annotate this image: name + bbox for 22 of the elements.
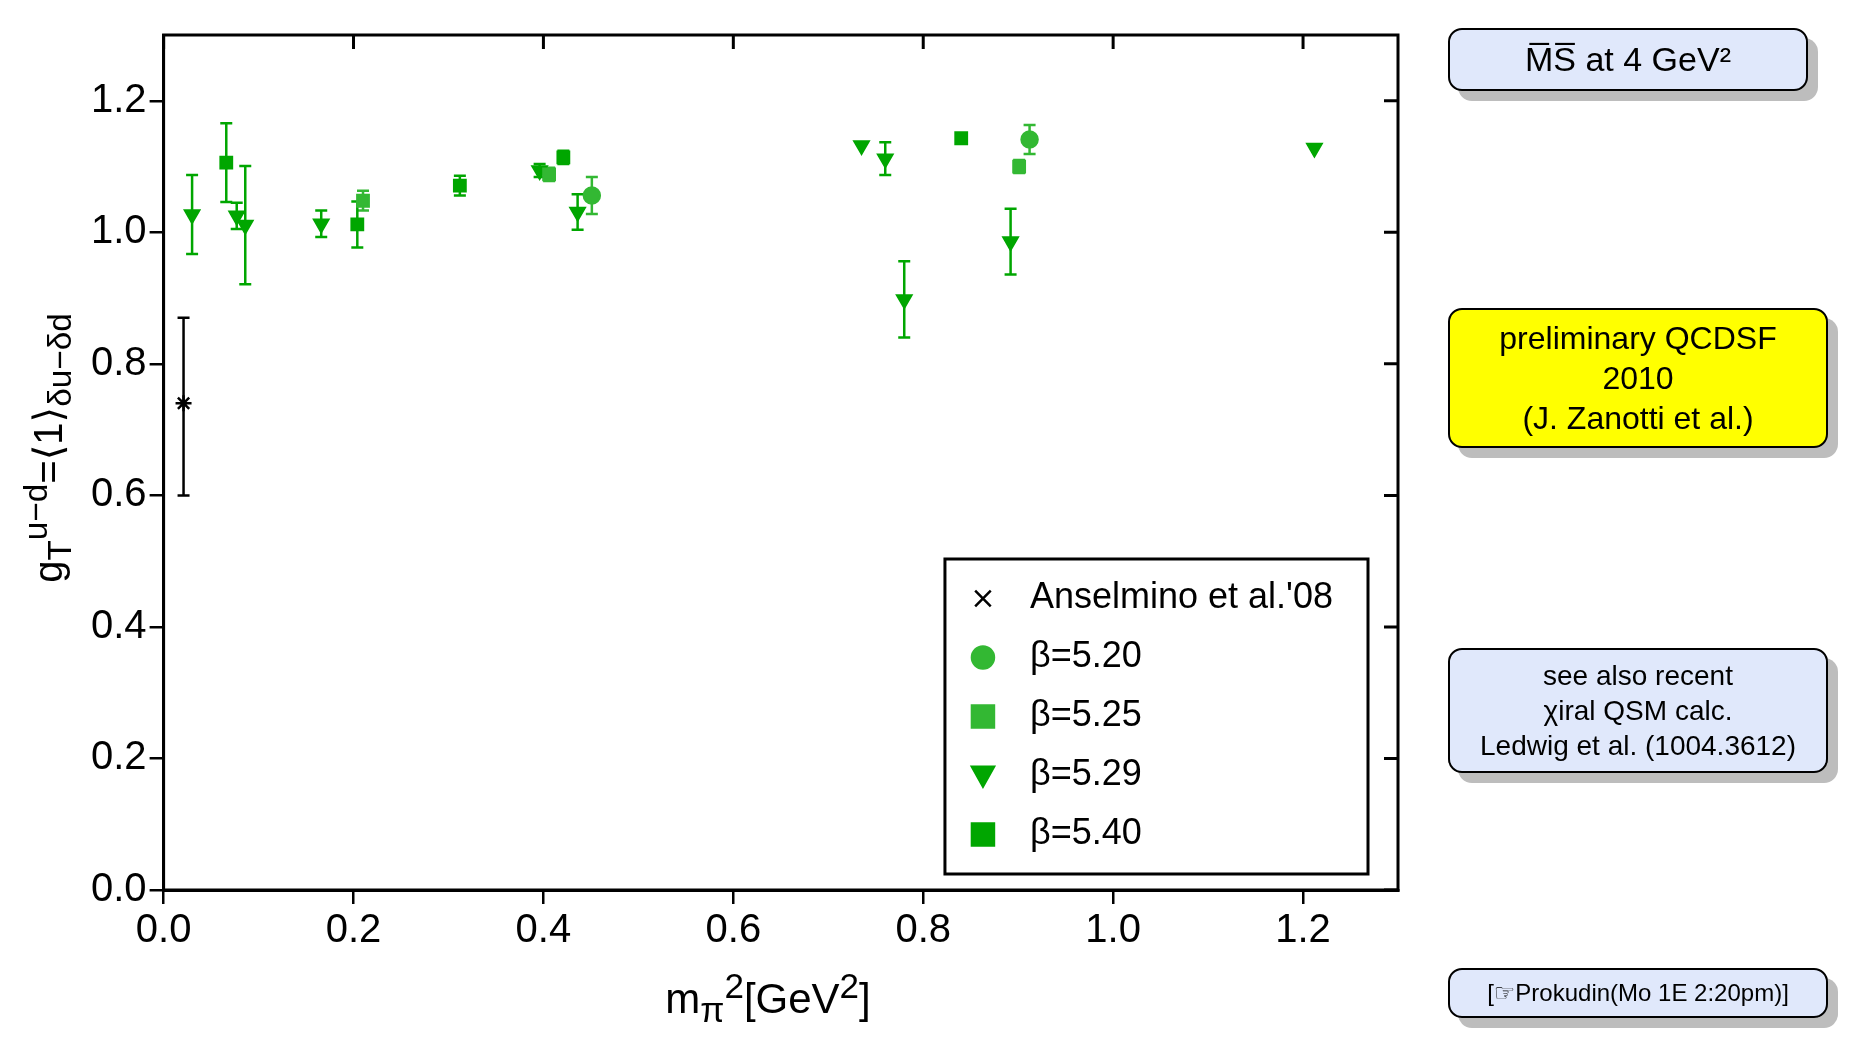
text: M̅S̅ at 4 GeV² xyxy=(1448,28,1808,91)
x-tick-label: 0.2 xyxy=(325,906,382,951)
x-tick-label: 0.6 xyxy=(705,906,762,951)
y-tick-label: 0.6 xyxy=(91,470,147,515)
legend-label: Anselmino et al.'08 xyxy=(1029,575,1333,617)
x-tick-label: 0.8 xyxy=(895,906,952,951)
y-tick-label: 1.2 xyxy=(91,75,147,120)
text: [☞Prokudin(Mo 1E 2:20pm)] xyxy=(1448,968,1828,1018)
y-tick-label: 1.0 xyxy=(91,207,147,252)
text: see also recent χiral QSM calc. Ledwig et al. (1004.3612) xyxy=(1448,648,1828,773)
x-axis-title: m$_{π}$$^{2}$[GeV$^{2}$] xyxy=(665,965,871,1031)
y-tick-label: 0.4 xyxy=(91,601,147,646)
x-tick-label: 1.0 xyxy=(1085,906,1141,951)
legend-label: β=5.29 xyxy=(1029,752,1142,794)
x-tick-label: 1.2 xyxy=(1275,906,1331,951)
legend-label: β=5.25 xyxy=(1029,693,1142,735)
legend-label: β=5.20 xyxy=(1029,634,1142,676)
y-tick-label: 0.2 xyxy=(91,733,147,778)
text: preliminary QCDSF 2010 (J. Zanotti et al.) xyxy=(1448,308,1828,448)
legend-label: β=5.40 xyxy=(1029,811,1142,853)
y-tick-label: 0.8 xyxy=(91,338,147,383)
x-tick-label: 0.4 xyxy=(515,906,572,951)
